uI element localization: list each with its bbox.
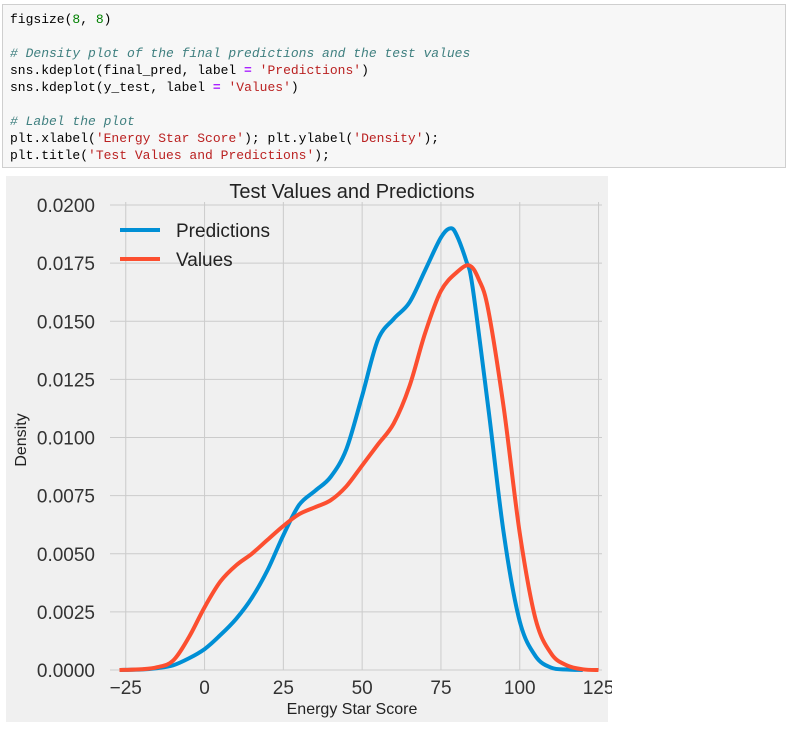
y-tick-label: 0.0000 (37, 661, 95, 682)
code-token (252, 63, 260, 78)
code-token: ); (423, 131, 440, 146)
y-tick-label: 0.0200 (37, 196, 95, 217)
code-token: # Label the plot (10, 114, 135, 129)
code-token: plt.title( (10, 148, 89, 163)
code-line: # Density plot of the final predictions … (10, 45, 785, 62)
code-token: sns.kdeplot(y_test, label (10, 80, 213, 95)
code-line: # Label the plot (10, 113, 785, 130)
axes-background (110, 176, 608, 692)
code-token: = (244, 63, 252, 78)
legend: Predictions Values (120, 221, 270, 271)
code-line (10, 28, 785, 45)
code-token: 8 (72, 12, 81, 27)
code-token: ); plt.ylabel( (244, 131, 354, 146)
code-token: sns.kdeplot(final_pred, label (10, 63, 245, 78)
code-token: ) (361, 63, 369, 78)
x-tick-label: 75 (430, 678, 451, 699)
code-editor[interactable]: figsize(8, 8) # Density plot of the final… (3, 5, 785, 164)
code-token: , (80, 12, 96, 27)
code-token: 'Test Values and Predictions' (88, 148, 315, 163)
code-token: 'Predictions' (259, 63, 362, 78)
y-tick-label: 0.0075 (37, 487, 95, 508)
code-line: figsize(8, 8) (10, 11, 785, 28)
legend-label-predictions: Predictions (176, 221, 270, 242)
x-axis-label: Energy Star Score (287, 701, 418, 718)
code-token: ) (103, 12, 112, 27)
legend-label-values: Values (176, 250, 233, 271)
code-token: # Density plot of the final predictions … (10, 46, 471, 61)
y-tick-label: 0.0125 (37, 370, 95, 391)
code-token: figsize( (10, 12, 73, 27)
x-tick-label: 25 (273, 678, 294, 699)
density-chart: −25 0 25 50 75 100 125 0.0000 0.0025 0.0050 0.0075… (6, 176, 612, 722)
code-token: 'Energy Star Score' (95, 131, 245, 146)
code-token: 'Values' (228, 80, 291, 95)
chart-title: Test Values and Predictions (229, 181, 474, 203)
y-axis-label: Density (13, 413, 30, 466)
code-line: plt.xlabel('Energy Star Score'); plt.yla… (10, 130, 785, 147)
x-tick-label: 0 (199, 678, 210, 699)
code-line (10, 96, 785, 113)
code-token: = (212, 80, 221, 95)
code-token: 'Density' (353, 131, 424, 146)
series-line-values (119, 263, 599, 672)
code-line: plt.title('Test Values and Predictions')… (10, 147, 785, 164)
code-line: sns.kdeplot(final_pred, label = 'Predict… (10, 62, 785, 79)
y-tick-label: 0.0025 (37, 603, 95, 624)
y-tick-label: 0.0175 (37, 254, 95, 275)
code-token: ); (314, 148, 330, 163)
x-tick-label: 50 (352, 678, 373, 699)
code-cell[interactable]: figsize(8, 8) # Density plot of the final… (2, 4, 786, 168)
grid (110, 202, 602, 671)
series-line-predictions (119, 226, 583, 672)
code-token: ) (290, 80, 299, 95)
x-tick-label: −25 (110, 678, 142, 699)
code-line: sns.kdeplot(y_test, label = 'Values') (10, 79, 785, 96)
y-tick-label: 0.0100 (37, 429, 95, 450)
x-tick-label: 125 (583, 678, 612, 699)
y-tick-label: 0.0150 (37, 312, 95, 333)
code-token: 8 (95, 12, 104, 27)
code-token: plt.xlabel( (10, 131, 96, 146)
y-tick-label: 0.0050 (37, 545, 95, 566)
x-tick-label: 100 (504, 678, 536, 699)
